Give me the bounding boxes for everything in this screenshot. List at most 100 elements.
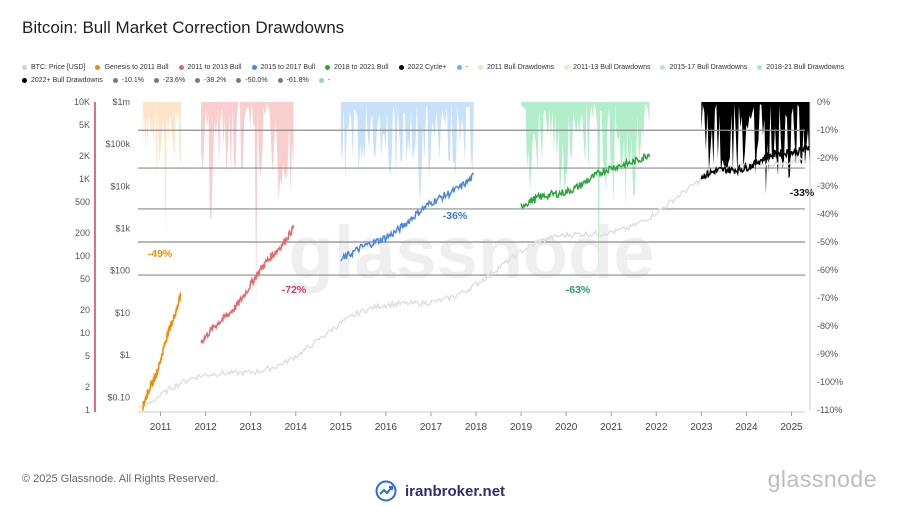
cycle-series-line xyxy=(700,144,811,180)
y-outer-tick-label: 20 xyxy=(80,305,90,315)
cycle-series-line xyxy=(141,292,182,412)
legend-item[interactable]: - xyxy=(456,61,468,74)
x-tick-label: 2023 xyxy=(690,422,713,433)
legend-swatch xyxy=(112,77,118,83)
legend-label: - xyxy=(465,64,468,71)
legend-label: 2022+ Bull Drawdowns xyxy=(31,77,103,84)
y-outer-tick-label: 10K xyxy=(74,97,90,107)
legend-label: -61.8% xyxy=(286,77,309,84)
legend-item[interactable]: 2018 to 2021 Bull xyxy=(325,61,389,74)
y-price-tick-label: $10 xyxy=(115,308,130,318)
y-outer-tick-label: 5 xyxy=(85,351,90,361)
legend-label: -23.6% xyxy=(162,77,186,84)
y-drawdown-tick-label: 0% xyxy=(817,97,830,107)
legend-item[interactable]: -61.8% xyxy=(277,74,309,87)
page-title: Bitcoin: Bull Market Correction Drawdown… xyxy=(22,18,345,37)
iranbroker-text: iranbroker.net xyxy=(405,482,506,500)
y-outer-tick-label: 1 xyxy=(85,405,90,415)
y-price-tick-label: $1 xyxy=(120,350,130,360)
legend-swatch xyxy=(318,77,324,83)
chart-trend-icon xyxy=(375,480,397,502)
legend-item[interactable]: 2011 Bull Drawdowns xyxy=(477,61,555,74)
legend-item[interactable]: -23.6% xyxy=(153,74,186,87)
legend-swatch xyxy=(251,64,257,70)
y-drawdown-tick-label: -30% xyxy=(817,181,838,191)
legend-label: 2011 Bull Drawdowns xyxy=(486,64,555,71)
legend-swatch xyxy=(236,77,242,83)
y-drawdown-tick-label: -40% xyxy=(817,209,838,219)
x-tick-label: 2015 xyxy=(330,422,353,433)
legend-swatch xyxy=(277,77,283,83)
legend-label: - xyxy=(327,77,331,84)
y-outer-tick-label: 100 xyxy=(75,251,90,261)
legend-item[interactable]: BTC: Price [USD] xyxy=(22,61,85,74)
drawdown-annotation: -36% xyxy=(443,210,468,222)
drawdown-band xyxy=(201,102,294,304)
legend-label: 2011-13 Bull Drawdowns xyxy=(573,64,651,71)
legend-swatch xyxy=(325,64,331,70)
legend-swatch xyxy=(456,64,462,70)
x-tick-label: 2013 xyxy=(240,422,263,433)
legend-label: -10.1% xyxy=(121,77,144,84)
legend-label: BTC: Price [USD] xyxy=(31,64,86,71)
x-tick-label: 2014 xyxy=(285,422,308,433)
legend-label: Genesis to 2011 Bull xyxy=(104,64,169,71)
legend-swatch xyxy=(153,77,159,83)
btc-price-line xyxy=(138,156,806,408)
x-tick-label: 2011 xyxy=(150,422,172,433)
x-tick-label: 2020 xyxy=(555,422,578,433)
legend-item[interactable]: Genesis to 2011 Bull xyxy=(95,61,169,74)
cycle-series-line xyxy=(340,172,474,262)
legend-swatch xyxy=(95,64,101,70)
y-drawdown-tick-label: -60% xyxy=(817,265,838,275)
legend-item[interactable]: 2015-17 Bull Drawdowns xyxy=(660,61,747,74)
legend-label: 2018-21 Bull Drawdowns xyxy=(766,64,845,71)
legend-item[interactable]: -50.0% xyxy=(236,74,268,87)
legend-swatch xyxy=(22,77,27,83)
cycle-series-line xyxy=(520,153,651,210)
y-price-tick-label: $100 xyxy=(110,266,130,276)
drawdown-annotation: -63% xyxy=(566,284,591,296)
copyright-footer: © 2025 Glassnode. All Rights Reserved. xyxy=(22,473,219,485)
x-tick-label: 2019 xyxy=(510,422,533,433)
legend-label: 2011 to 2013 Bull xyxy=(187,64,242,71)
legend-item[interactable]: 2015 to 2017 Bull xyxy=(251,61,316,74)
legend-item[interactable]: 2022+ Bull Drawdowns xyxy=(22,74,103,87)
legend-item[interactable]: -10.1% xyxy=(112,74,144,87)
y-drawdown-tick-label: -90% xyxy=(817,349,838,359)
legend-item[interactable]: 2011 to 2013 Bull xyxy=(178,61,242,74)
legend-swatch xyxy=(178,64,184,70)
legend-item[interactable]: 2011-13 Bull Drawdowns xyxy=(564,61,650,74)
cycle-series-line xyxy=(200,224,295,344)
legend-label: 2015 to 2017 Bull xyxy=(260,64,316,71)
legend-label: 2015-17 Bull Drawdowns xyxy=(669,64,748,71)
drawdown-band xyxy=(521,102,650,279)
legend-label: -38.2% xyxy=(204,77,227,84)
y-outer-tick-label: 200 xyxy=(75,228,90,238)
chart-legend: BTC: Price [USD] Genesis to 2011 Bull 2011… xyxy=(22,61,882,87)
legend-item[interactable]: 2018-21 Bull Drawdowns xyxy=(757,61,844,74)
drawdown-annotation: -72% xyxy=(282,284,307,296)
x-tick-label: 2022 xyxy=(645,422,668,433)
y-drawdown-tick-label: -100% xyxy=(817,377,843,387)
y-drawdown-tick-label: -20% xyxy=(817,153,838,163)
x-tick-label: 2018 xyxy=(465,422,488,433)
drawdown-annotation: -49% xyxy=(148,248,173,260)
y-outer-tick-label: 500 xyxy=(75,197,90,207)
legend-swatch xyxy=(22,64,27,70)
x-tick-label: 2017 xyxy=(420,422,443,433)
y-price-tick-label: $100k xyxy=(105,139,130,149)
y-price-tick-label: $1m xyxy=(112,97,130,107)
legend-item[interactable]: -38.2% xyxy=(195,74,226,87)
legend-item[interactable]: 2022 Cycle+ xyxy=(398,61,447,74)
watermark-text: glassnode xyxy=(289,211,655,294)
legend-label: -50.0% xyxy=(245,77,268,84)
legend-item[interactable]: - xyxy=(318,74,331,87)
y-drawdown-tick-label: -50% xyxy=(817,237,838,247)
x-tick-label: 2021 xyxy=(600,422,623,433)
x-tick-label: 2024 xyxy=(735,422,758,433)
drawdown-annotation: -33% xyxy=(790,187,815,199)
y-outer-tick-label: 10 xyxy=(80,328,90,338)
y-drawdown-tick-label: -110% xyxy=(817,405,842,415)
y-outer-tick-label: 1K xyxy=(79,174,90,184)
